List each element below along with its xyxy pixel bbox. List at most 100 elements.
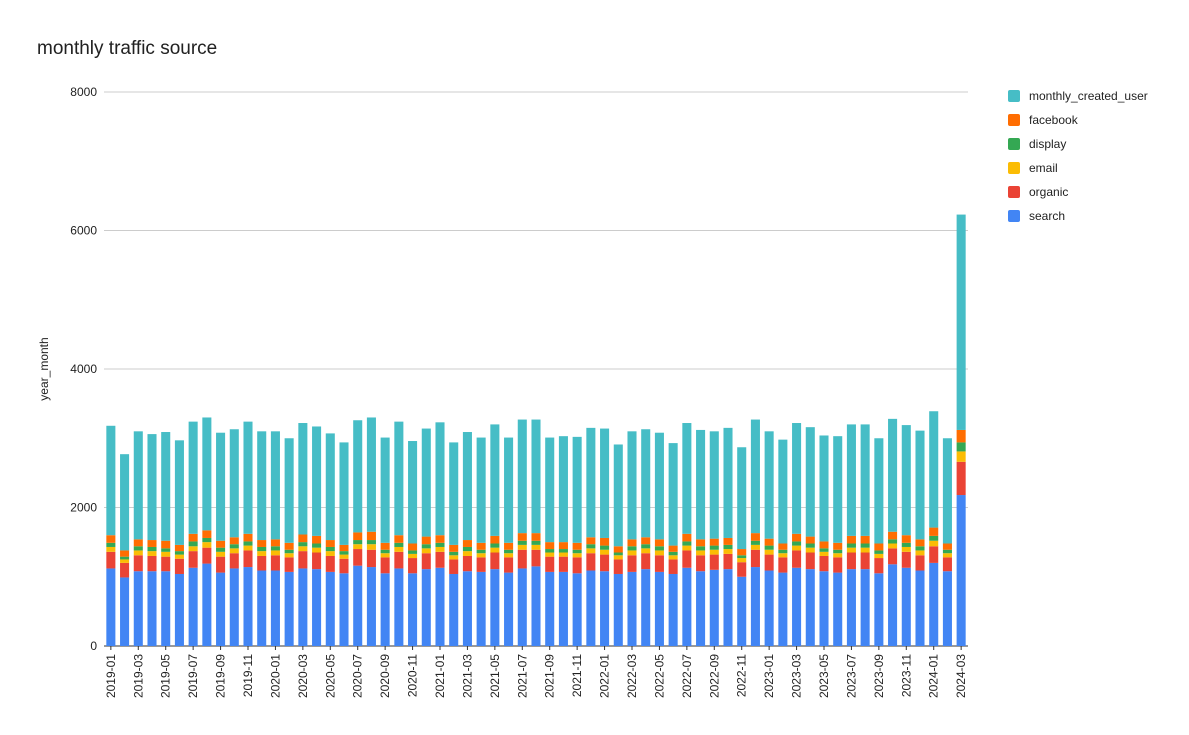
bar-facebook-2019-03 [133,539,143,547]
x-tick-label: 2019-11 [241,654,255,697]
bar-email-2022-09 [709,549,719,555]
bar-organic-2022-06 [668,559,678,574]
bar-display-2023-10 [888,539,898,544]
bar-facebook-2023-02 [778,543,788,550]
bar-facebook-2020-12 [421,536,431,545]
bars-group [106,214,966,646]
bar-organic-2020-11 [408,558,418,574]
bar-organic-2019-09 [216,556,226,573]
bar-organic-2024-02 [942,557,952,572]
legend-label: monthly_created_user [1029,89,1148,103]
bar-monthly_created_user-2021-05 [490,424,500,536]
bar-monthly_created_user-2021-01 [435,422,445,536]
bar-email-2021-09 [545,552,555,557]
bar-search-2019-02 [120,577,130,646]
bar-display-2021-01 [435,542,445,547]
legend-item-facebook: facebook [1008,108,1148,132]
bar-email-2020-10 [394,546,404,552]
bar-search-2019-04 [147,571,157,646]
legend-swatch [1008,114,1020,126]
bar-search-2019-10 [229,568,239,646]
bar-facebook-2020-07 [353,532,363,541]
bar-facebook-2020-03 [298,534,308,543]
bar-email-2020-08 [366,544,376,550]
legend-item-email: email [1008,156,1148,180]
bar-organic-2022-08 [696,555,706,572]
bar-search-2019-05 [161,571,171,646]
bar-organic-2023-02 [778,557,788,573]
bar-facebook-2019-09 [216,540,226,548]
bar-facebook-2019-11 [243,533,253,542]
bar-facebook-2023-11 [901,535,911,543]
bar-facebook-2023-05 [819,541,829,549]
bar-monthly_created_user-2019-05 [161,432,171,541]
bar-search-2020-05 [325,571,335,646]
bar-facebook-2019-06 [174,544,184,552]
bar-facebook-2022-10 [723,537,733,545]
legend-swatch [1008,90,1020,102]
x-tick-label: 2021-05 [488,654,502,698]
bar-facebook-2019-12 [257,540,267,547]
bar-search-2021-07 [517,568,527,646]
bar-facebook-2020-01 [270,539,280,547]
bar-organic-2019-11 [243,550,253,568]
bar-display-2019-07 [188,541,198,547]
bar-display-2023-11 [901,542,911,547]
x-tick-label: 2024-03 [954,654,968,698]
bar-monthly_created_user-2023-10 [888,418,898,532]
bar-monthly_created_user-2023-08 [860,424,870,536]
bar-display-2023-07 [846,543,856,548]
bar-organic-2020-08 [366,549,376,568]
bar-search-2024-02 [942,571,952,646]
bar-organic-2021-01 [435,551,445,568]
bar-organic-2022-01 [600,554,610,572]
bar-organic-2021-06 [504,557,514,573]
bar-organic-2019-12 [257,555,267,571]
bar-email-2023-05 [819,551,829,556]
bar-monthly_created_user-2019-08 [202,417,212,531]
bar-facebook-2020-04 [312,535,322,544]
bar-organic-2020-04 [312,552,322,570]
bar-display-2022-11 [737,555,747,559]
bar-display-2021-07 [517,540,527,545]
bar-organic-2022-12 [750,549,760,568]
y-axis-title: year_month [37,337,51,400]
bar-search-2021-09 [545,571,555,646]
bar-organic-2023-12 [915,555,925,571]
bar-search-2024-01 [929,562,939,646]
bar-monthly_created_user-2022-03 [627,431,637,540]
bar-display-2021-12 [586,544,596,549]
bar-display-2021-08 [531,540,541,545]
bar-search-2023-04 [805,569,815,646]
bar-email-2020-12 [421,548,431,554]
bar-search-2021-05 [490,569,500,646]
bar-organic-2024-03 [956,461,966,496]
bar-search-2020-11 [408,573,418,646]
legend-item-monthly_created_user: monthly_created_user [1008,84,1148,108]
bar-facebook-2019-07 [188,533,198,542]
bar-monthly_created_user-2023-06 [833,436,843,543]
bar-monthly_created_user-2019-01 [106,425,116,536]
bar-organic-2024-01 [929,546,939,563]
bar-search-2022-10 [723,569,733,646]
bar-organic-2021-09 [545,556,555,572]
bar-organic-2021-11 [572,557,582,574]
bar-display-2022-01 [600,545,610,550]
bar-monthly_created_user-2022-05 [654,432,664,540]
bar-monthly_created_user-2020-03 [298,423,308,535]
legend-swatch [1008,210,1020,222]
bar-organic-2019-05 [161,556,171,572]
bar-email-2022-10 [723,549,733,554]
bar-display-2020-11 [408,550,418,554]
legend-label: search [1029,209,1066,223]
bar-email-2020-11 [408,553,418,559]
bar-display-2019-09 [216,547,226,552]
bar-email-2023-10 [888,543,898,549]
bar-organic-2022-03 [627,555,637,572]
bar-monthly_created_user-2023-05 [819,435,829,542]
x-tick-label: 2022-05 [652,654,666,698]
bar-monthly_created_user-2019-04 [147,434,157,541]
bar-organic-2022-09 [709,554,719,570]
bar-search-2023-10 [888,564,898,646]
